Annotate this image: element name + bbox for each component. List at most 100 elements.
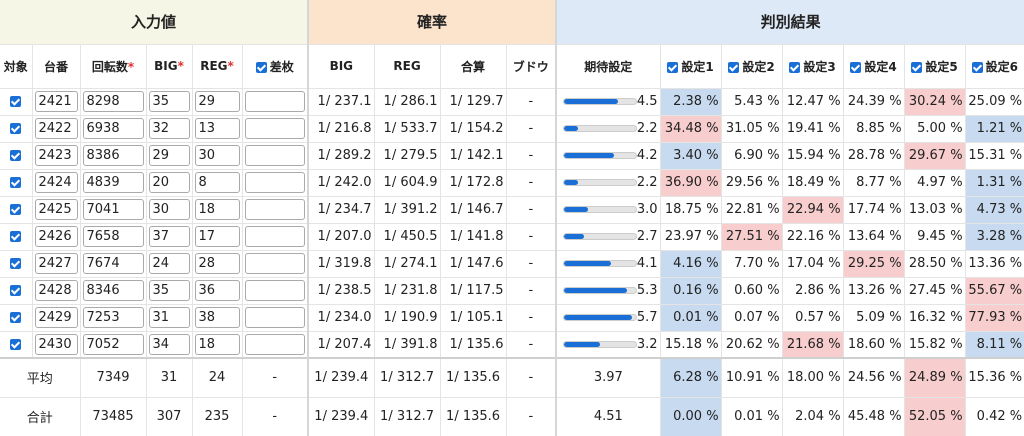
big-input[interactable] [148, 253, 190, 274]
col-spins: 回転数* [79, 44, 146, 89]
diff-checkbox-icon[interactable] [255, 61, 267, 73]
row-target-checkbox[interactable] [0, 304, 32, 332]
col-setting4[interactable]: 設定4 [842, 44, 905, 89]
checkbox-icon[interactable] [10, 285, 22, 296]
col-setting2[interactable]: 設定2 [720, 44, 783, 89]
reg-input[interactable] [194, 199, 240, 220]
expected-setting-bar-fill [564, 288, 628, 293]
spins-input[interactable] [82, 172, 144, 193]
big-input[interactable] [148, 118, 190, 139]
setting6-checkbox-icon[interactable] [971, 61, 983, 73]
checkbox-icon[interactable] [10, 338, 22, 350]
col-setting6[interactable]: 設定6 [964, 44, 1024, 89]
diff-input[interactable] [244, 91, 306, 112]
machine-no-input[interactable] [34, 226, 78, 247]
checkbox-icon[interactable] [10, 96, 22, 107]
setting1-checkbox-icon[interactable] [667, 61, 679, 73]
diff-input[interactable] [244, 280, 306, 301]
row-target-checkbox[interactable] [0, 115, 32, 143]
row-target-checkbox[interactable] [0, 88, 32, 116]
reg-input[interactable] [194, 226, 240, 247]
big-input[interactable] [148, 91, 190, 112]
big-input[interactable] [148, 226, 190, 247]
diff-input[interactable] [244, 226, 306, 247]
reg-input-cell [191, 142, 242, 170]
row-target-checkbox[interactable] [0, 196, 32, 224]
spins-input[interactable] [82, 226, 144, 247]
checkbox-icon[interactable] [10, 258, 22, 269]
row-target-checkbox[interactable] [0, 142, 32, 170]
reg-input[interactable] [194, 307, 240, 328]
col-prob-budou: ブドウ [505, 44, 558, 89]
checkbox-icon[interactable] [10, 312, 22, 323]
big-input[interactable] [148, 145, 190, 166]
machine-no-input[interactable] [34, 118, 78, 139]
reg-input[interactable] [194, 253, 240, 274]
row-target-checkbox[interactable] [0, 277, 32, 305]
total-row: 合計 73485 307 235 - 1/ 239.4 1/ 312.7 1/ … [0, 397, 1024, 436]
diff-input[interactable] [244, 253, 306, 274]
diff-input[interactable] [244, 333, 306, 355]
machine-no-input[interactable] [34, 280, 78, 301]
spins-input[interactable] [82, 280, 144, 301]
machine-no-input[interactable] [34, 91, 78, 112]
big-input[interactable] [148, 199, 190, 220]
diff-input[interactable] [244, 307, 306, 328]
expected-setting-cell: 4.5 [556, 88, 661, 116]
row-target-checkbox[interactable] [0, 331, 32, 359]
reg-input[interactable] [194, 172, 240, 193]
spins-input[interactable] [82, 199, 144, 220]
spins-input[interactable] [82, 307, 144, 328]
reg-input[interactable] [194, 91, 240, 112]
machine-no-input[interactable] [34, 253, 78, 274]
machine-no-input[interactable] [34, 172, 78, 193]
spins-input[interactable] [82, 333, 144, 355]
setting5-probability: 28.50 % [903, 250, 966, 278]
setting2-probability: 5.43 % [720, 88, 783, 116]
checkbox-icon[interactable] [10, 177, 22, 188]
machine-no-input[interactable] [34, 145, 78, 166]
spins-input[interactable] [82, 91, 144, 112]
setting2-checkbox-icon[interactable] [728, 61, 740, 73]
col-diff[interactable]: 差枚 [241, 44, 310, 89]
reg-input[interactable] [194, 333, 240, 355]
diff-input[interactable] [244, 145, 306, 166]
diff-input[interactable] [244, 199, 306, 220]
reg-input[interactable] [194, 118, 240, 139]
machine-no-input[interactable] [34, 307, 78, 328]
diff-input[interactable] [244, 172, 306, 193]
checkbox-icon[interactable] [10, 123, 22, 134]
row-target-checkbox[interactable] [0, 223, 32, 251]
big-input[interactable] [148, 333, 190, 355]
machine-no-input[interactable] [34, 199, 78, 220]
setting6-probability: 8.11 % [964, 331, 1024, 359]
row-target-checkbox[interactable] [0, 250, 32, 278]
setting5-checkbox-icon[interactable] [911, 61, 923, 73]
col-setting5[interactable]: 設定5 [903, 44, 966, 89]
big-input-cell [145, 169, 192, 197]
row-target-checkbox[interactable] [0, 169, 32, 197]
expected-setting-bar-fill [564, 99, 618, 104]
machine-no-input-cell [31, 250, 80, 278]
spins-input[interactable] [82, 118, 144, 139]
col-setting3[interactable]: 設定3 [781, 44, 844, 89]
col-setting1[interactable]: 設定1 [659, 44, 722, 89]
diff-input-cell [241, 142, 310, 170]
setting4-checkbox-icon[interactable] [850, 61, 862, 73]
big-input[interactable] [148, 280, 190, 301]
checkbox-icon[interactable] [10, 150, 22, 161]
spins-input[interactable] [82, 145, 144, 166]
machine-no-input[interactable] [34, 333, 78, 355]
checkbox-icon[interactable] [10, 231, 22, 242]
machine-no-input-cell [31, 304, 80, 332]
prob-total: 1/ 135.6 [439, 331, 507, 359]
checkbox-icon[interactable] [10, 204, 22, 215]
big-input[interactable] [148, 307, 190, 328]
reg-input[interactable] [194, 145, 240, 166]
diff-input[interactable] [244, 118, 306, 139]
spins-input[interactable] [82, 253, 144, 274]
setting3-checkbox-icon[interactable] [789, 61, 801, 73]
reg-input[interactable] [194, 280, 240, 301]
big-input[interactable] [148, 172, 190, 193]
prob-big: 1/ 237.1 [308, 88, 375, 116]
